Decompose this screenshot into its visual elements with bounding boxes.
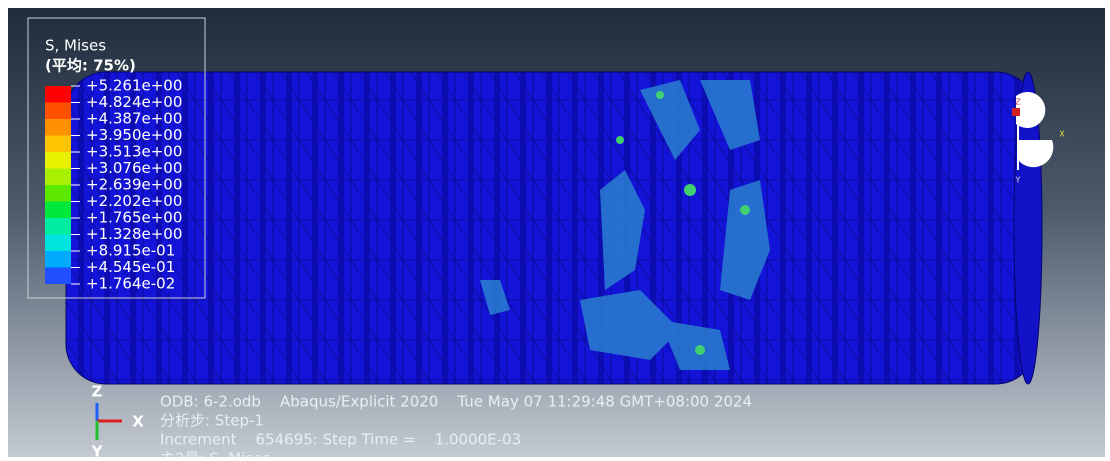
- info-line: ODB: 6-2.odb Abaqus/Explicit 2020 Tue Ma…: [160, 393, 752, 411]
- legend-label: +4.824e+00: [86, 93, 182, 111]
- legend-swatch: [45, 86, 71, 103]
- model: [65, 71, 1043, 385]
- legend-subtitle: (平均: 75%): [45, 57, 136, 75]
- legend-swatch: [45, 251, 71, 268]
- legend-swatch: [45, 234, 71, 251]
- view-triad-y: Y: [1015, 176, 1021, 185]
- legend-swatch: [45, 267, 71, 284]
- triad-x: X: [132, 413, 144, 431]
- legend-swatch: [45, 102, 71, 119]
- legend-title: S, Mises: [45, 37, 106, 55]
- legend-swatch: [45, 185, 71, 202]
- triad-z: Z: [92, 383, 103, 401]
- legend-label: +1.765e+00: [86, 209, 182, 227]
- legend-label: +8.915e-01: [86, 242, 175, 260]
- legend-label: +3.076e+00: [86, 159, 182, 177]
- legend-label: +3.950e+00: [86, 126, 182, 144]
- legend-swatch: [45, 152, 71, 169]
- legend-swatch: [45, 135, 71, 152]
- legend-label: +3.513e+00: [86, 143, 182, 161]
- legend-swatch: [45, 168, 71, 185]
- legend-label: +1.764e-02: [86, 275, 175, 293]
- legend-swatch: [45, 201, 71, 218]
- legend-label: +4.545e-01: [86, 258, 175, 276]
- info-line: 分析步: Step-1: [160, 412, 264, 430]
- view-triad-x: X: [1059, 130, 1065, 139]
- legend-swatch: [45, 119, 71, 136]
- view-triad: Z X Y: [1012, 92, 1065, 185]
- legend-label: +1.328e+00: [86, 225, 182, 243]
- legend-swatch: [45, 218, 71, 235]
- legend-label: +4.387e+00: [86, 110, 182, 128]
- info: ODB: 6-2.odb Abaqus/Explicit 2020 Tue Ma…: [160, 393, 752, 461]
- legend-label: +2.202e+00: [86, 192, 182, 210]
- triad-y: Y: [91, 443, 104, 458]
- view-triad-z: Z: [1015, 98, 1021, 107]
- triad: Z X Y: [91, 383, 145, 461]
- info-line: Increment 654695: Step Time = 1.0000E-03: [160, 431, 521, 449]
- info-line: 主2量: S, Mises: [160, 450, 271, 458]
- legend-label: +2.639e+00: [86, 176, 182, 194]
- legend-label: +5.261e+00: [86, 77, 182, 95]
- legend: S, Mises (平均: 75%) +5.261e+00+4.824e+00+…: [27, 17, 206, 299]
